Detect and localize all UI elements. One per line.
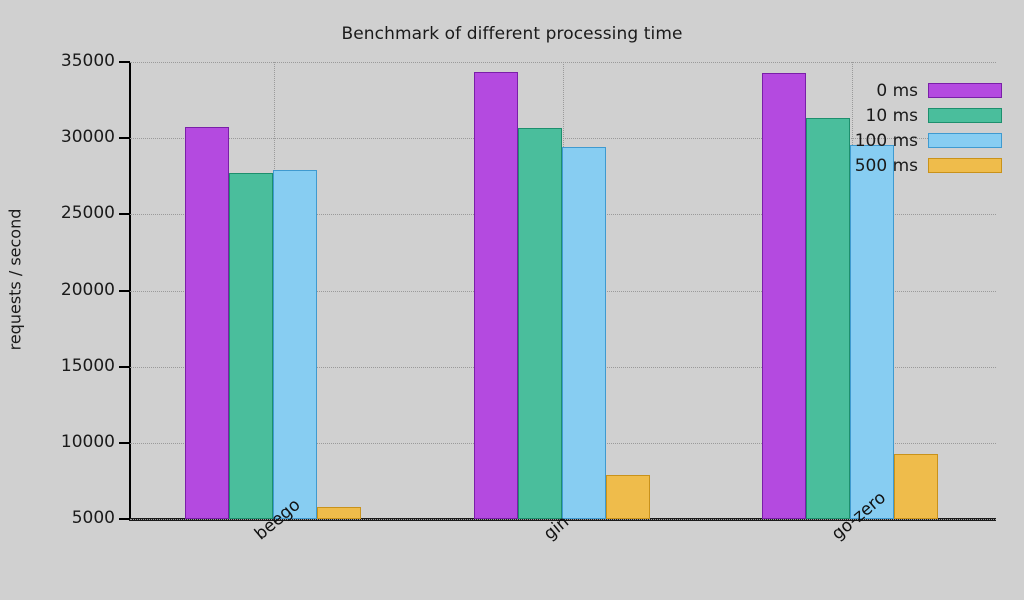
y-tick-mark (119, 441, 130, 444)
y-tick-label: 20000 (60, 279, 115, 300)
y-tick-label: 35000 (60, 51, 115, 71)
legend-item[interactable]: 500 ms (822, 153, 1002, 178)
bar-gin-0ms (473, 71, 518, 519)
legend-label: 10 ms (865, 105, 918, 126)
bar-go-zero-100ms (850, 145, 895, 519)
legend-item[interactable]: 0 ms (822, 78, 1002, 103)
bar-gin-10ms (517, 127, 562, 519)
y-tick-mark (119, 518, 130, 520)
legend-label: 100 ms (854, 130, 918, 151)
legend-item[interactable]: 100 ms (822, 128, 1002, 153)
bar-go-zero-500ms (894, 454, 939, 519)
legend-swatch-icon (928, 108, 1002, 123)
y-tick-label: 25000 (60, 203, 115, 224)
bar-gin-500ms (605, 474, 650, 519)
plot-area (130, 62, 996, 521)
y-axis-title: requests / second (5, 208, 25, 351)
chart-legend: 0 ms 10 ms 100 ms 500 ms (822, 78, 1002, 178)
bar-beego-0ms (184, 126, 229, 519)
y-tick-mark (119, 137, 130, 140)
bar-beego-100ms (272, 170, 317, 519)
legend-swatch-icon (928, 133, 1002, 148)
y-tick-label: 30000 (60, 127, 115, 148)
bar-go-zero-10ms (806, 118, 851, 519)
legend-item[interactable]: 10 ms (822, 103, 1002, 128)
bar-gin-100ms (561, 146, 606, 519)
bar-beego-10ms (228, 173, 273, 519)
legend-label: 500 ms (854, 155, 918, 176)
legend-swatch-icon (928, 83, 1002, 98)
chart-title: Benchmark of different processing time (341, 24, 683, 44)
y-tick-label: 10000 (60, 431, 115, 452)
bar-beego-500ms (316, 506, 361, 519)
y-tick-mark (119, 289, 130, 292)
legend-label: 0 ms (876, 80, 918, 101)
y-tick-label: 15000 (60, 355, 115, 376)
gridline-horizontal (130, 519, 996, 521)
y-tick-label: 5000 (71, 508, 115, 528)
legend-swatch-icon (928, 158, 1002, 173)
y-tick-mark (119, 213, 130, 216)
bar-go-zero-0ms (762, 72, 807, 519)
y-tick-mark (119, 365, 130, 368)
y-tick-mark (119, 61, 130, 63)
